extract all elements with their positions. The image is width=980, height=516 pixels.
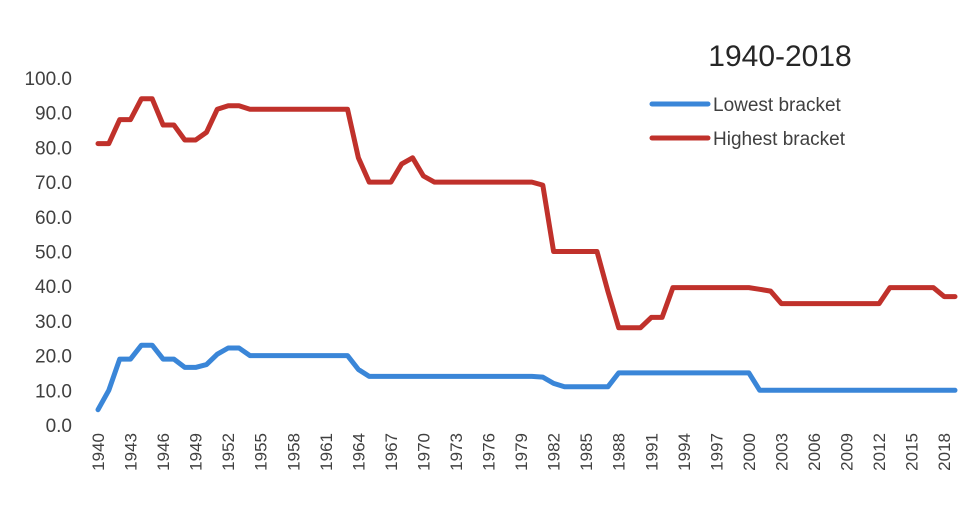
x-tick-label: 1964	[349, 433, 368, 471]
x-tick-label: 1967	[382, 433, 401, 471]
x-tick-label: 1940	[89, 433, 108, 471]
y-tick-label: 60.0	[35, 208, 72, 229]
x-tick-label: 1985	[577, 433, 596, 471]
y-tick-label: 30.0	[35, 312, 72, 333]
x-tick-label: 2015	[903, 433, 922, 471]
y-tick-label: 80.0	[35, 138, 72, 159]
x-tick-label: 1949	[187, 433, 206, 471]
x-tick-label: 2012	[870, 433, 889, 471]
x-tick-label: 2003	[772, 433, 791, 471]
y-tick-label: 70.0	[35, 173, 72, 194]
x-tick-label: 1982	[545, 433, 564, 471]
y-tick-label: 90.0	[35, 104, 72, 125]
y-tick-label: 50.0	[35, 243, 72, 264]
x-tick-label: 2009	[838, 433, 857, 471]
series-line-lowest-bracket	[95, 342, 958, 413]
y-tick-label: 10.0	[35, 381, 72, 402]
x-axis: 1940 1943 1946 1949 1952 1955 1958 1961 1964 1967…	[89, 433, 954, 471]
x-tick-label: 1979	[512, 433, 531, 471]
x-tick-label: 1958	[284, 433, 303, 471]
x-tick-label: 1991	[642, 433, 661, 471]
legend: Lowest bracket Highest bracket	[649, 95, 846, 150]
legend-label-highest: Highest bracket	[713, 129, 846, 150]
x-tick-label: 1976	[480, 433, 499, 471]
x-tick-label: 2018	[935, 433, 954, 471]
x-tick-label: 1952	[219, 433, 238, 471]
chart-title: 1940-2018	[708, 40, 851, 73]
x-tick-label: 1970	[414, 433, 433, 471]
y-tick-label: 20.0	[35, 347, 72, 368]
series-line-highest-bracket	[95, 96, 958, 331]
x-tick-label: 1955	[252, 433, 271, 471]
y-axis: 0.0 10.0 20.0 30.0 40.0 50.0 60.0 70.0 80.0 90.0 1…	[24, 69, 72, 437]
x-tick-label: 1946	[154, 433, 173, 471]
legend-label-lowest: Lowest bracket	[713, 95, 842, 116]
series-lines	[95, 96, 958, 413]
y-tick-label: 0.0	[46, 416, 72, 437]
y-tick-label: 100.0	[24, 69, 72, 90]
x-tick-label: 2006	[805, 433, 824, 471]
x-tick-label: 1994	[675, 433, 694, 471]
x-tick-label: 2000	[740, 433, 759, 471]
x-tick-label: 1943	[122, 433, 141, 471]
y-tick-label: 40.0	[35, 277, 72, 298]
x-tick-label: 1961	[317, 433, 336, 471]
x-tick-label: 1997	[707, 433, 726, 471]
x-tick-label: 1988	[610, 433, 629, 471]
x-tick-label: 1973	[447, 433, 466, 471]
